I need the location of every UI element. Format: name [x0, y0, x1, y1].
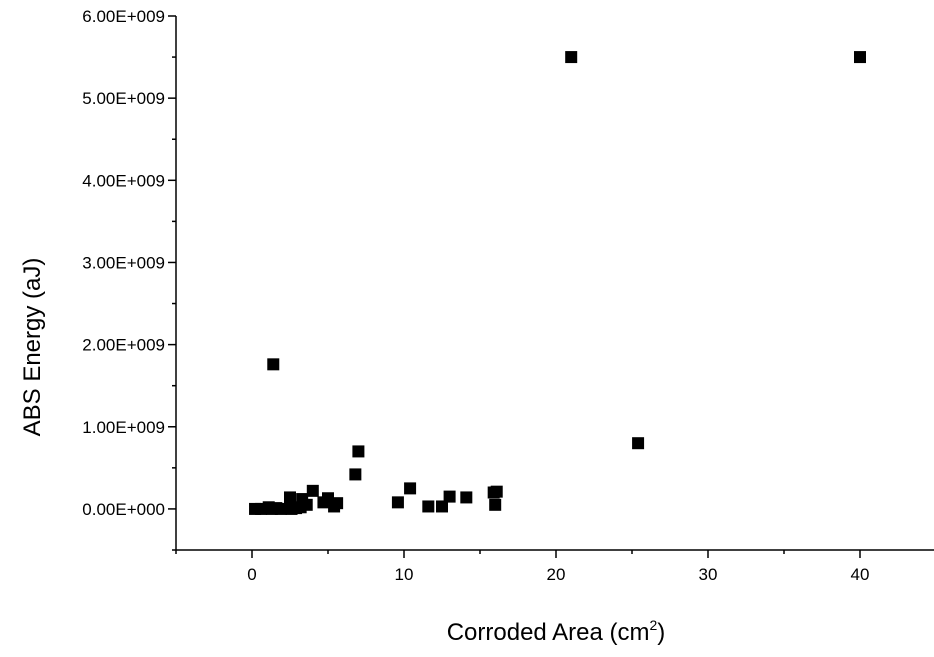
data-point [490, 485, 503, 498]
data-point [294, 501, 307, 514]
data-point [460, 491, 473, 504]
x-tick-label: 10 [395, 565, 414, 584]
y-axis-label: ABS Energy (aJ) [19, 258, 46, 437]
data-point [443, 490, 456, 503]
x-axis-label-superscript: 2 [649, 617, 657, 633]
data-point [267, 358, 280, 371]
data-point [349, 468, 362, 481]
x-axis-label: Corroded Area (cm2) [447, 617, 666, 646]
data-point [352, 445, 365, 458]
y-tick-label: 4.00E+009 [82, 171, 165, 190]
data-point [422, 500, 435, 513]
data-point [489, 498, 502, 511]
y-tick-label: 3.00E+009 [82, 253, 165, 272]
x-tick-label: 20 [547, 565, 566, 584]
y-tick-label: 6.00E+009 [82, 7, 165, 26]
data-point [404, 482, 417, 495]
data-point [854, 51, 866, 64]
data-point [632, 437, 645, 450]
data-point [565, 51, 578, 64]
x-tick-label: 40 [851, 565, 870, 584]
x-axis-label-close: ) [657, 619, 665, 646]
x-axis-label-text: Corroded Area (cm [447, 619, 650, 646]
x-tick-label: 30 [699, 565, 718, 584]
axes [175, 16, 934, 551]
y-axis-ticks: 0.00E+000 1.00E+009 2.00E+009 3.00E+009 4.00… [82, 7, 176, 551]
y-tick-label: 1.00E+009 [82, 418, 165, 437]
data-point [274, 502, 287, 515]
y-tick-label: 2.00E+009 [82, 336, 165, 355]
y-tick-label: 0.00E+000 [82, 500, 165, 519]
x-tick-label: 0 [247, 565, 256, 584]
data-point [391, 496, 404, 509]
data-point [436, 500, 448, 513]
data-point [284, 491, 296, 504]
x-axis-ticks: 0 10 20 30 40 [175, 550, 870, 584]
data-point [306, 484, 319, 497]
data-points [249, 51, 866, 515]
data-point [249, 502, 262, 515]
data-point [331, 497, 344, 510]
y-tick-label: 5.00E+009 [82, 89, 165, 108]
